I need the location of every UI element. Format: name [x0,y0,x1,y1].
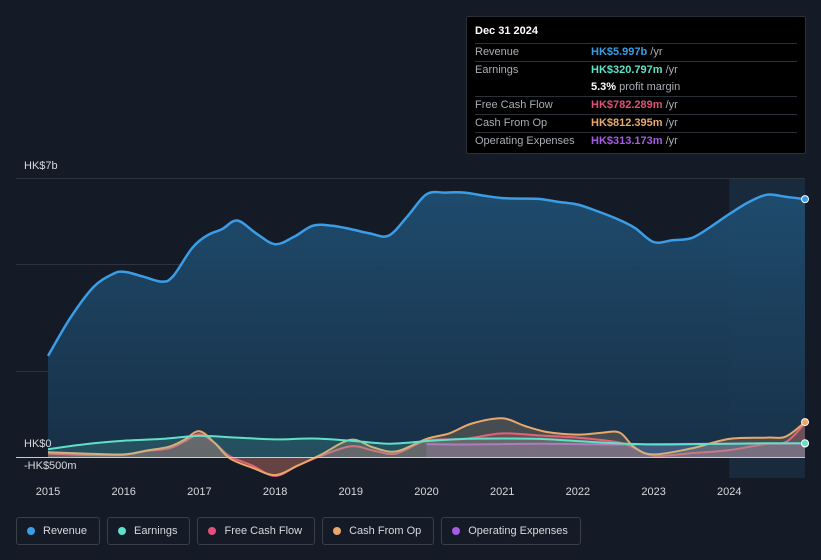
tooltip-date: Dec 31 2024 [475,25,538,37]
legend-free-cash-flow[interactable]: Free Cash Flow [197,517,316,545]
legend-label-revenue: Revenue [43,525,88,537]
x-tick-label-2021: 2021 [490,486,514,498]
legend-label-free-cash-flow: Free Cash Flow [224,525,303,537]
area-free-cash-flow [48,423,805,476]
tooltip-value-margin: 5.3% [591,81,617,93]
x-tick-label-2023: 2023 [641,486,665,498]
legend-earnings[interactable]: Earnings [107,517,191,545]
x-tick-label-2015: 2015 [36,486,60,498]
legend-label-earnings: Earnings [134,525,178,537]
x-tick-label-2016: 2016 [111,486,135,498]
tooltip-value-fcf: HK$782.289m [591,99,663,111]
tooltip-unit-cfo: /yr [665,117,678,129]
tooltip-label-earnings: Earnings [475,64,519,76]
tooltip-label-opex: Operating Expenses [475,135,575,147]
tooltip-row-revenue: Revenue HK$5.997b /yr [475,43,797,61]
legend-cash-from-op[interactable]: Cash From Op [322,517,435,545]
line-free-cash-flow [47,422,806,477]
x-tick-label-2020: 2020 [414,486,438,498]
tooltip-unit-revenue: /yr [650,46,663,58]
tooltip-label-cfo: Cash From Op [475,117,548,129]
legend-revenue[interactable]: Revenue [16,517,101,545]
tooltip-value-revenue: HK$5.997b [591,46,648,58]
area-operating-expenses [426,443,805,457]
tooltip-unit-earnings: /yr [665,64,678,76]
x-tick-label-2022: 2022 [566,486,590,498]
legend-label-operating-expenses: Operating Expenses [468,525,568,537]
area-revenue [48,192,805,457]
y-axis-zero-label: HK$0 [24,438,52,450]
legend-dot-icon [27,527,35,535]
x-tick-label-2018: 2018 [263,486,287,498]
tooltip-unit-fcf: /yr [665,99,678,111]
legend-dot-icon [452,527,461,535]
tooltip-row-profit-margin: 5.3% profit margin [475,79,797,96]
tooltip-value-opex: HK$313.173m [591,135,663,147]
marker-earnings [801,439,809,448]
tooltip-row-fcf: Free Cash Flow HK$782.289m /yr [475,96,797,114]
legend-dot-icon [333,527,342,535]
legend-dot-icon [118,527,127,535]
line-earnings [47,434,805,451]
tooltip-row-opex: Operating Expenses HK$313.173m /yr [475,132,797,150]
area-earnings [48,435,805,457]
tooltip-value-cfo: HK$812.395m [591,117,663,129]
x-tick-label-2017: 2017 [187,486,211,498]
legend-operating-expenses[interactable]: Operating Expenses [441,517,581,545]
legend-dot-icon [208,527,217,535]
y-axis-top-label: HK$7b [24,160,58,172]
legend-label-cash-from-op: Cash From Op [349,525,422,537]
tooltip-unit-opex: /yr [665,135,678,147]
x-tick-label-2019: 2019 [339,486,363,498]
marker-cash-from-op [801,418,809,427]
chart-legend: Revenue Earnings Free Cash Flow Cash Fro… [16,517,581,545]
tooltip-label-margin [475,79,591,96]
x-tick-label-2024: 2024 [717,486,741,498]
y-axis-negative-label: -HK$500m [24,460,77,472]
tooltip-value-earnings: HK$320.797m [591,64,663,76]
tooltip-label-revenue: Revenue [475,46,520,58]
tooltip-row-cfo: Cash From Op HK$812.395m /yr [475,114,797,132]
line-cash-from-op [47,417,806,477]
tooltip-row-earnings: Earnings HK$320.797m /yr [475,61,797,79]
marker-revenue [801,195,809,204]
tooltip-label-fcf: Free Cash Flow [475,99,553,111]
line-revenue [46,190,806,357]
data-tooltip: Dec 31 2024 Revenue HK$5.997b /yr Earnin… [466,16,806,154]
tooltip-unit-margin: profit margin [619,81,681,93]
